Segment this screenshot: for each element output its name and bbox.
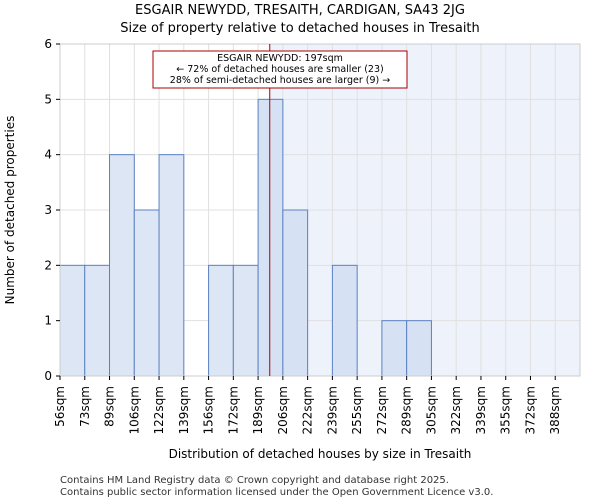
bar: [84, 264, 111, 377]
x-tick-label: 222sqm: [301, 386, 315, 434]
y-tick-label: 5: [44, 92, 52, 106]
bar: [381, 320, 408, 377]
x-tick-label: 272sqm: [375, 386, 389, 434]
x-tick-label: 339sqm: [474, 386, 488, 434]
chart-title: ESGAIR NEWYDD, TRESAITH, CARDIGAN, SA43 …: [135, 3, 465, 18]
y-axis-label: Number of detached properties: [3, 116, 17, 305]
bar: [133, 209, 160, 377]
annotation-line-3: 28% of semi-detached houses are larger (…: [170, 75, 390, 86]
x-tick-label: 322sqm: [449, 386, 463, 434]
x-tick-label: 255sqm: [350, 386, 364, 434]
bar: [208, 264, 234, 377]
bar: [406, 320, 432, 377]
x-tick-label: 89sqm: [103, 386, 117, 427]
x-axis-label: Distribution of detached houses by size …: [169, 447, 472, 461]
x-tick-label: 388sqm: [548, 386, 562, 434]
x-tick-label: 289sqm: [400, 386, 414, 434]
bar: [158, 154, 185, 377]
x-tick-label: 372sqm: [523, 386, 537, 434]
bar: [257, 98, 284, 377]
y-tick-label: 6: [44, 37, 52, 51]
footer-line-2: Contains public sector information licen…: [60, 487, 493, 498]
x-tick-label: 122sqm: [152, 386, 166, 434]
y-tick-label: 2: [44, 258, 52, 272]
x-tick-label: 172sqm: [226, 386, 240, 434]
x-tick-label: 305sqm: [424, 386, 438, 434]
x-tick-label: 239sqm: [325, 386, 339, 434]
y-tick-label: 1: [44, 314, 52, 328]
x-tick-label: 189sqm: [251, 386, 265, 434]
y-tick-label: 3: [44, 203, 52, 217]
x-tick-label: 56sqm: [53, 386, 67, 427]
y-axis-ticks: 0 1 2 3 4 5 6: [44, 37, 60, 383]
x-tick-label: 73sqm: [78, 386, 92, 427]
y-tick-label: 0: [44, 369, 52, 383]
x-tick-label: 156sqm: [202, 386, 216, 434]
annotation-line-1: ESGAIR NEWYDD: 197sqm: [217, 53, 343, 64]
y-tick-label: 4: [44, 148, 52, 162]
x-tick-label: 355sqm: [499, 386, 513, 434]
bar: [109, 154, 135, 377]
x-axis-ticks: 56sqm 73sqm 89sqm 106sqm 122sqm 139sqm 156sqm 1…: [53, 376, 562, 434]
bar: [331, 264, 358, 377]
bar: [232, 264, 259, 377]
chart-subtitle: Size of property relative to detached ho…: [120, 21, 480, 36]
bar: [59, 264, 86, 377]
annotation-box: ESGAIR NEWYDD: 197sqm ← 72% of detached …: [152, 50, 408, 89]
annotation-line-2: ← 72% of detached houses are smaller (23…: [176, 64, 383, 75]
footer-line-1: Contains HM Land Registry data © Crown c…: [60, 475, 449, 486]
bar: [282, 209, 309, 377]
x-tick-label: 206sqm: [276, 386, 290, 434]
x-tick-label: 106sqm: [127, 386, 141, 434]
x-tick-label: 139sqm: [177, 386, 191, 434]
bars: [59, 98, 432, 377]
